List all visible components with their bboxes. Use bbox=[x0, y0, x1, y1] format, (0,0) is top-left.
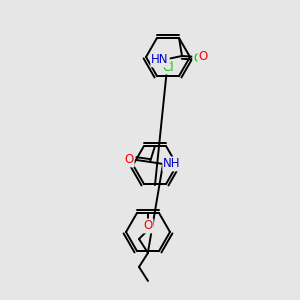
Text: O: O bbox=[124, 153, 134, 167]
Text: O: O bbox=[198, 50, 208, 63]
Text: HN: HN bbox=[151, 53, 169, 66]
Text: NH: NH bbox=[163, 158, 181, 170]
Text: Cl: Cl bbox=[162, 61, 174, 74]
Text: Cl: Cl bbox=[193, 52, 205, 65]
Text: O: O bbox=[143, 219, 153, 232]
